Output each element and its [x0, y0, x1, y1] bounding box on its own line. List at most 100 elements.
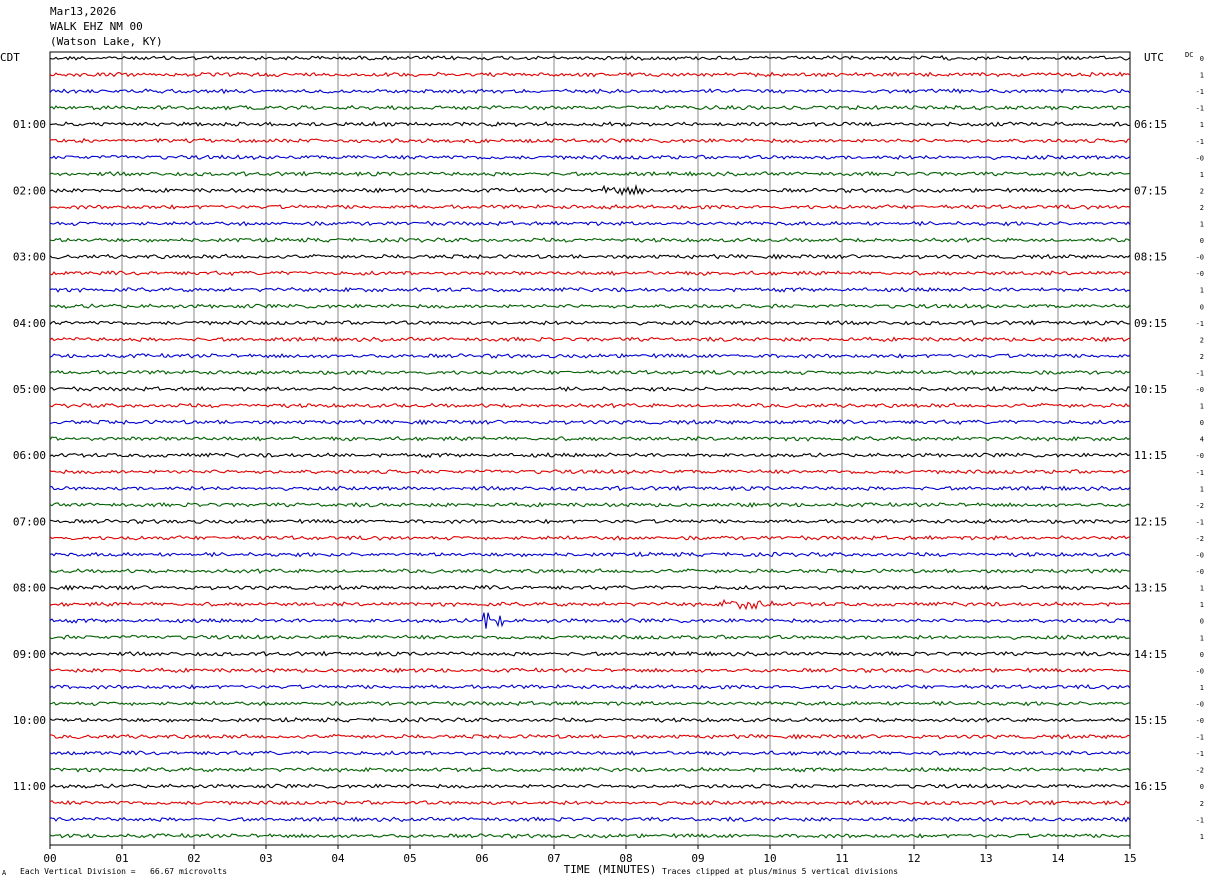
x-tick-label: 05 — [403, 852, 416, 865]
seismic-trace-row-9 — [49, 203, 1131, 210]
x-tick-label: 06 — [475, 852, 488, 865]
dc-offset-value: -2 — [1196, 767, 1204, 775]
seismic-trace-row-15 — [49, 303, 1131, 310]
seismic-trace-row-41 — [49, 733, 1131, 740]
seismic-trace-row-33 — [49, 598, 1131, 611]
dc-offset-value: 1 — [1200, 72, 1204, 80]
dc-offset-value: 1 — [1200, 485, 1204, 493]
dc-offset-value: 1 — [1200, 171, 1204, 179]
utc-hour-label: 07:15 — [1134, 184, 1167, 197]
dc-offset-value: -0 — [1196, 154, 1204, 162]
seismic-trace-row-25 — [49, 468, 1130, 475]
seismic-trace-row-4 — [49, 121, 1130, 128]
dc-offset-value: 0 — [1200, 419, 1204, 427]
seismic-trace-row-19 — [49, 369, 1131, 376]
seismic-trace-row-13 — [49, 270, 1131, 277]
location-label: (Watson Lake, KY) — [50, 35, 163, 48]
x-axis-label: TIME (MINUTES) — [564, 863, 657, 876]
dc-offset-value: -1 — [1196, 816, 1204, 824]
seismic-trace-row-32 — [49, 584, 1131, 591]
cdt-hour-label: 03:00 — [13, 251, 46, 264]
seismic-trace-row-26 — [49, 485, 1131, 492]
seismic-trace-row-10 — [49, 220, 1131, 227]
utc-hour-label: 15:15 — [1134, 714, 1167, 727]
dc-offset-value: 2 — [1200, 353, 1204, 361]
seismic-trace-row-36 — [49, 650, 1131, 657]
dc-offset-value: 1 — [1200, 601, 1204, 609]
dc-offset-value: 1 — [1200, 287, 1204, 295]
seismic-trace-row-29 — [49, 534, 1131, 541]
dc-offset-value: -0 — [1196, 270, 1204, 278]
dc-offset-value: -0 — [1196, 552, 1204, 560]
seismic-trace-row-20 — [49, 385, 1131, 392]
cdt-hour-label: 11:00 — [13, 780, 46, 793]
dc-offset-value: -1 — [1196, 469, 1204, 477]
cdt-hour-label: 08:00 — [13, 582, 46, 595]
utc-hour-label: 09:15 — [1134, 317, 1167, 330]
cdt-hour-label: 07:00 — [13, 515, 46, 528]
seismic-trace-row-11 — [49, 236, 1131, 244]
seismic-trace-row-7 — [49, 170, 1131, 177]
dc-offset-value: 4 — [1200, 436, 1204, 444]
seismic-trace-row-43 — [49, 766, 1131, 773]
dc-offset-value: 1 — [1200, 121, 1204, 129]
x-tick-label: 12 — [907, 852, 920, 865]
dc-offset-value: 0 — [1200, 651, 1204, 659]
seismic-trace-row-3 — [49, 104, 1131, 111]
seismic-trace-row-16 — [49, 319, 1131, 326]
dc-offset-value: -0 — [1196, 667, 1204, 675]
seismic-trace-row-44 — [49, 783, 1131, 790]
dc-offset-value: 2 — [1200, 187, 1204, 195]
dc-offset-value: -0 — [1196, 700, 1204, 708]
seismic-trace-row-31 — [49, 568, 1131, 575]
cdt-hour-label: 10:00 — [13, 714, 46, 727]
dc-offset-value: 2 — [1200, 204, 1204, 212]
seismic-trace-row-38 — [49, 683, 1131, 690]
x-tick-label: 13 — [979, 852, 992, 865]
date-label: Mar13,2026 — [50, 5, 117, 18]
seismic-trace-row-8 — [49, 183, 1131, 197]
dc-offset-value: 1 — [1200, 221, 1204, 229]
dc-offset-value: -1 — [1196, 320, 1204, 328]
seismic-trace-row-27 — [49, 501, 1131, 508]
dc-offset-value: 0 — [1200, 303, 1204, 311]
seismic-trace-row-45 — [49, 799, 1131, 806]
dc-offset-value: 2 — [1200, 800, 1204, 808]
dc-offset-value: -1 — [1196, 518, 1204, 526]
seismic-trace-row-39 — [49, 700, 1131, 707]
dc-offset-value: -0 — [1196, 386, 1204, 394]
x-tick-label: 15 — [1123, 852, 1136, 865]
x-tick-label: 00 — [43, 852, 56, 865]
cdt-hour-label: 01:00 — [13, 118, 46, 131]
seismic-trace-row-22 — [49, 419, 1131, 426]
seismic-trace-row-46 — [49, 816, 1131, 823]
utc-hour-label: 16:15 — [1134, 780, 1167, 793]
plot-frame — [49, 51, 1131, 846]
x-tick-label: 09 — [691, 852, 704, 865]
cdt-hour-label: 05:00 — [13, 383, 46, 396]
seismic-trace-row-34 — [49, 612, 1131, 629]
seismic-trace-row-12 — [49, 253, 1131, 260]
clipping-note: Traces clipped at plus/minus 5 vertical … — [662, 867, 899, 876]
right-timezone-label: UTC — [1144, 51, 1164, 64]
dc-offset-value: -1 — [1196, 734, 1204, 742]
x-tick-label: 10 — [763, 852, 776, 865]
dc-offset-value: 0 — [1200, 618, 1204, 626]
seismic-trace-row-40 — [49, 716, 1131, 723]
dc-offset-value: -1 — [1196, 750, 1204, 758]
seismic-trace-row-23 — [49, 435, 1131, 442]
dc-offset-value: 1 — [1200, 634, 1204, 642]
seismic-trace-row-21 — [49, 402, 1131, 409]
vertical-division-note: Each Vertical Division = 66.67 microvolt… — [20, 867, 228, 876]
x-tick-label: 11 — [835, 852, 848, 865]
x-tick-label: 04 — [331, 852, 345, 865]
cdt-hour-label: 02:00 — [13, 184, 46, 197]
x-tick-label: 03 — [259, 852, 272, 865]
seismic-trace-row-37 — [49, 667, 1131, 674]
dc-offset-value: 0 — [1200, 237, 1204, 245]
dc-offset-value: -1 — [1196, 138, 1204, 146]
dc-offset-value: -1 — [1196, 88, 1204, 96]
dc-offset-value: -2 — [1196, 535, 1204, 543]
seismic-trace-row-0 — [49, 55, 1131, 61]
